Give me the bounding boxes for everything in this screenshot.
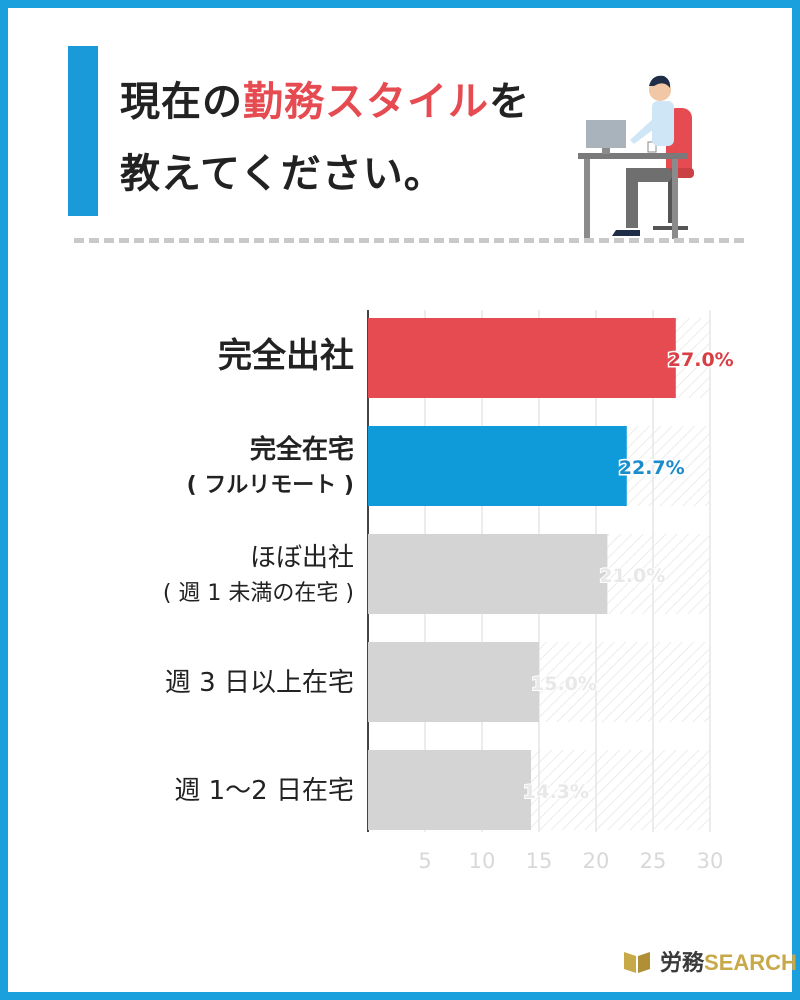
bar [368,534,608,614]
x-tick-label: 20 [583,849,610,873]
bar [368,318,676,398]
title-divider [74,238,744,243]
bar-value-label: 22.7% [619,457,685,479]
bar-value-label: 15.0% [531,673,597,695]
page-title: 現在の勤務スタイルを 教えてください。 [120,66,530,210]
logo-text-main: 労務 [660,950,705,975]
bar [368,642,539,722]
category-label: ( 週 1 未満の在宅 ) [163,581,354,606]
bar-value-label: 27.0% [668,349,734,371]
logo-text-accent: SEARCH [704,950,797,975]
category-label: ほぼ出社 [250,543,354,573]
bar-value-label: 21.0% [599,565,665,587]
x-tick-label: 15 [526,849,553,873]
office-worker-illustration [578,75,694,239]
x-tick-label: 25 [640,849,667,873]
title-line2: 教えてください。 [120,151,445,197]
category-label: 週 1〜2 日在宅 [174,776,354,806]
logo-text: 労務SEARCH [660,945,797,977]
x-tick-label: 30 [697,849,724,873]
category-label: 完全出社 [218,336,354,376]
x-tick-label: 5 [418,849,431,873]
category-label: ( フルリモート ) [187,473,354,498]
category-label: 完全在宅 [250,434,354,465]
logo: 労務SEARCH [622,946,797,976]
bar [368,426,627,506]
bar-value-label: 14.3% [523,781,589,803]
book-logo-icon [624,952,650,973]
title-accent-bar [68,46,98,216]
title-line1-pre: 現在の [120,79,243,125]
title-line1-post: を [489,79,530,125]
title-highlight: 勤務スタイル [243,79,489,125]
bar [368,750,532,830]
category-label: 週 3 日以上在宅 [165,668,354,698]
x-tick-label: 10 [469,849,496,873]
